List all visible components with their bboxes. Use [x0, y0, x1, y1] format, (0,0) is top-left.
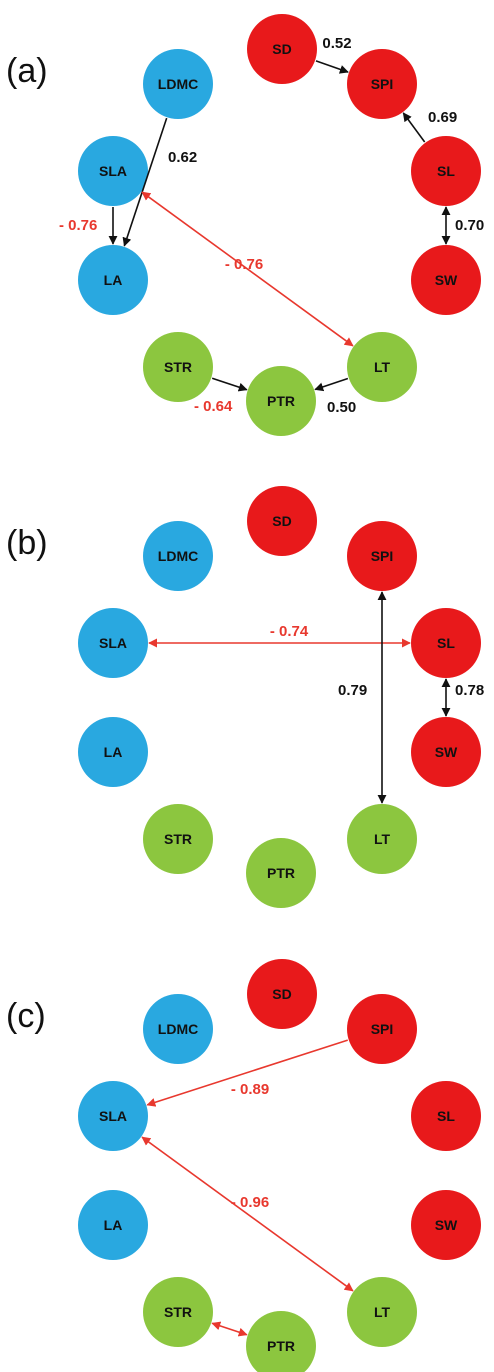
- node-label: LDMC: [158, 548, 198, 564]
- node-label: SW: [435, 1217, 458, 1233]
- node-sla: [78, 136, 148, 206]
- edge-value-label: - 0.76: [59, 217, 97, 234]
- node-str: [143, 804, 213, 874]
- edge-ldmc-la: [122, 117, 168, 247]
- node-label: SD: [272, 41, 291, 57]
- edge-sd-spi: [315, 60, 349, 74]
- node-label: LT: [374, 359, 391, 375]
- node-label: SL: [437, 163, 455, 179]
- edge-value-label: 0.70: [455, 217, 484, 234]
- node-label: LT: [374, 831, 391, 847]
- edge-sl-spi: [402, 112, 426, 143]
- network-diagram: SD SPI SL SW LDMC SLA LA STR PTR LT 0.52 0.69 0.70 0.…: [59, 14, 484, 436]
- edge-lt-sla: [141, 191, 354, 347]
- node-lt: [347, 804, 417, 874]
- node-sl: [411, 608, 481, 678]
- edge-value-label: 0.52: [322, 35, 351, 52]
- node-spi: [347, 521, 417, 591]
- node-label: LDMC: [158, 1021, 198, 1037]
- edge-spi-sla: [146, 1039, 348, 1107]
- node-ldmc: [143, 994, 213, 1064]
- node-label: LA: [104, 272, 123, 288]
- node-label: LA: [104, 1217, 123, 1233]
- panel-a: (a) SD SPI SL SW LDMC SLA LA STR PTR LT 0.52 0.69 0.…: [0, 0, 494, 436]
- node-ptr: [246, 1311, 316, 1372]
- node-sw: [411, 1190, 481, 1260]
- panel-label: (b): [6, 524, 48, 562]
- node-sla: [78, 608, 148, 678]
- node-la: [78, 717, 148, 787]
- edge-str-ptr: [211, 377, 248, 392]
- node-label: SPI: [371, 1021, 394, 1037]
- node-label: SL: [437, 1108, 455, 1124]
- node-ptr: [246, 838, 316, 908]
- edge-lt-sla: [141, 1136, 354, 1292]
- edge-value-label: - 0.89: [231, 1081, 269, 1098]
- edge-lt-ptr: [314, 377, 349, 392]
- node-label: LA: [104, 744, 123, 760]
- edge-value-label: - 0.76: [225, 256, 263, 273]
- node-lt: [347, 1277, 417, 1347]
- node-label: STR: [164, 831, 192, 847]
- node-label: SLA: [99, 635, 127, 651]
- panel-label: (a): [6, 52, 48, 90]
- node-str: [143, 1277, 213, 1347]
- node-label: LDMC: [158, 76, 198, 92]
- node-label: SW: [435, 272, 458, 288]
- node-label: SLA: [99, 163, 127, 179]
- node-sw: [411, 717, 481, 787]
- edge-value-label: 0.79: [338, 682, 367, 699]
- node-ldmc: [143, 521, 213, 591]
- node-ldmc: [143, 49, 213, 119]
- node-spi: [347, 994, 417, 1064]
- edge-str-ptr: [211, 1321, 248, 1337]
- node-label: SL: [437, 635, 455, 651]
- node-label: SD: [272, 986, 291, 1002]
- node-label: LT: [374, 1304, 391, 1320]
- edge-value-label: 0.78: [455, 682, 484, 699]
- node-label: SLA: [99, 1108, 127, 1124]
- panel-c: (c) SD SPI SL SW LDMC SLA LA STR PTR LT - 0.89 - 0.…: [0, 945, 494, 1372]
- node-sla: [78, 1081, 148, 1151]
- node-label: PTR: [267, 393, 295, 409]
- node-la: [78, 245, 148, 315]
- node-sl: [411, 1081, 481, 1151]
- panel-b: (b) SD SPI SL SW LDMC SLA LA STR PTR LT - 0.74 0.79…: [0, 472, 494, 908]
- node-label: SPI: [371, 76, 394, 92]
- node-label: SD: [272, 513, 291, 529]
- node-label: STR: [164, 359, 192, 375]
- node-lt: [347, 332, 417, 402]
- node-label: SW: [435, 744, 458, 760]
- network-diagram: SD SPI SL SW LDMC SLA LA STR PTR LT - 0.74 0.79 0.78: [78, 486, 484, 908]
- node-sl: [411, 136, 481, 206]
- node-sd: [247, 486, 317, 556]
- edge-value-label: - 0.74: [270, 623, 309, 640]
- node-la: [78, 1190, 148, 1260]
- panel-label: (c): [6, 997, 46, 1035]
- node-label: SPI: [371, 548, 394, 564]
- node-sd: [247, 14, 317, 84]
- node-label: PTR: [267, 1338, 295, 1354]
- node-sd: [247, 959, 317, 1029]
- node-label: PTR: [267, 865, 295, 881]
- edge-value-label: 0.62: [168, 149, 197, 166]
- node-label: STR: [164, 1304, 192, 1320]
- edge-value-label: 0.69: [428, 109, 457, 126]
- node-sw: [411, 245, 481, 315]
- edge-value-label: 0.50: [327, 399, 356, 416]
- node-str: [143, 332, 213, 402]
- edge-value-label: - 0.96: [231, 1194, 269, 1211]
- edge-value-label: - 0.64: [194, 398, 233, 415]
- node-ptr: [246, 366, 316, 436]
- node-spi: [347, 49, 417, 119]
